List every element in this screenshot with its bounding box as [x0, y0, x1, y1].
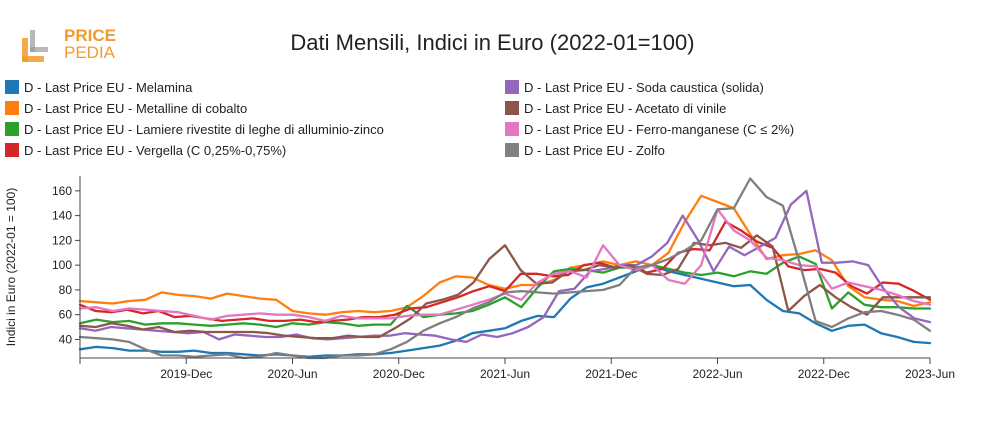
- legend-item[interactable]: D - Last Price EU - Zolfo: [505, 141, 665, 161]
- legend-swatch: [5, 101, 19, 115]
- legend-item[interactable]: D - Last Price EU - Vergella (C 0,25%-0,…: [5, 141, 286, 161]
- axis-layer: 40 60 80 100 120 140 160 2019-Dec 2020-Jun 2020-D…: [4, 176, 955, 381]
- legend-label: D - Last Price EU - Zolfo: [524, 143, 665, 158]
- x-tick-label: 2022-Jun: [692, 367, 742, 381]
- series-line: [78, 208, 932, 323]
- logo-text-price: PRICE: [64, 26, 116, 45]
- y-tick-label: 80: [59, 283, 73, 297]
- y-tick-label: 100: [52, 258, 72, 272]
- y-axis-label: Indici in Euro (2022-01 = 100): [4, 188, 18, 346]
- x-tick-label: 2023-Jun: [905, 367, 955, 381]
- legend-swatch: [505, 101, 519, 115]
- series-line: [78, 234, 932, 340]
- chart-title: Dati Mensili, Indici in Euro (2022-01=10…: [290, 30, 695, 55]
- legend-item[interactable]: D - Last Price EU - Metalline di cobalto: [5, 99, 247, 119]
- legend-item[interactable]: D - Last Price EU - Acetato di vinile: [505, 99, 726, 119]
- legend-swatch: [505, 143, 519, 157]
- x-tick-label: 2020-Jun: [267, 367, 317, 381]
- legend-item[interactable]: D - Last Price EU - Ferro-manganese (C ≤…: [505, 120, 794, 140]
- series-line: [78, 194, 932, 316]
- pricepedia-logo: PRICE PEDIA: [22, 26, 116, 62]
- y-tick-label: 160: [52, 184, 72, 198]
- x-tick-label: 2020-Dec: [373, 367, 425, 381]
- legend-label: D - Last Price EU - Ferro-manganese (C ≤…: [524, 122, 795, 137]
- series-line: [78, 189, 932, 344]
- logo-text-pedia: PEDIA: [64, 43, 116, 62]
- plot-area: 40 60 80 100 120 140 160 2019-Dec 2020-Jun 2020-D…: [4, 176, 955, 381]
- legend-item[interactable]: D - Last Price EU - Lamiere rivestite di…: [5, 120, 384, 140]
- series-line: [78, 263, 932, 358]
- legend-swatch: [5, 143, 19, 157]
- y-tick-label: 120: [52, 233, 72, 247]
- x-tick-label: 2019-Dec: [160, 367, 212, 381]
- legend-label: D - Last Price EU - Melamina: [24, 80, 193, 95]
- legend-item[interactable]: D - Last Price EU - Melamina: [5, 78, 192, 98]
- legend-label: D - Last Price EU - Vergella (C 0,25%-0,…: [24, 143, 287, 158]
- y-tick-label: 60: [59, 308, 73, 322]
- y-tick-label: 40: [59, 332, 73, 346]
- legend-label: D - Last Price EU - Lamiere rivestite di…: [24, 122, 384, 137]
- legend-swatch: [5, 80, 19, 94]
- x-tick-label: 2022-Dec: [798, 367, 850, 381]
- legend-swatch: [5, 122, 19, 136]
- x-tick-label: 2021-Dec: [585, 367, 637, 381]
- series-layer: [78, 177, 932, 360]
- y-tick-label: 140: [52, 209, 72, 223]
- legend-swatch: [505, 122, 519, 136]
- series-line: [78, 177, 932, 360]
- legend-item[interactable]: D - Last Price EU - Soda caustica (solid…: [505, 78, 764, 98]
- x-tick-label: 2021-Jun: [480, 367, 530, 381]
- legend-label: D - Last Price EU - Acetato di vinile: [524, 101, 727, 116]
- legend: D - Last Price EU - Melamina D - Last Pri…: [0, 78, 985, 166]
- legend-swatch: [505, 80, 519, 94]
- series-line: [78, 220, 932, 324]
- legend-label: D - Last Price EU - Metalline di cobalto: [24, 101, 248, 116]
- legend-label: D - Last Price EU - Soda caustica (solid…: [524, 80, 764, 95]
